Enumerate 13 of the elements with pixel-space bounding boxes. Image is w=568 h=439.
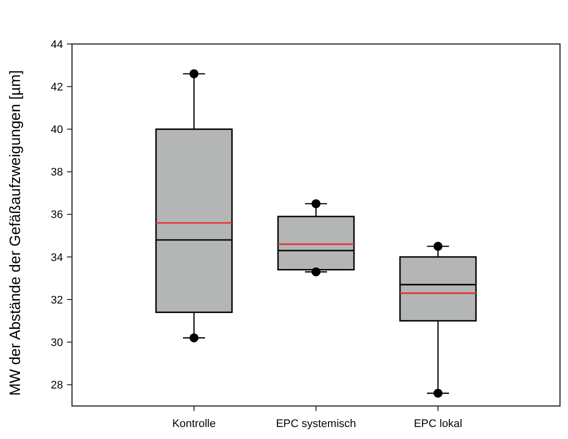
x-tick-label: EPC lokal <box>414 418 462 430</box>
y-tick-label: 40 <box>50 124 63 136</box>
y-tick-label: 36 <box>50 209 63 222</box>
y-tick-label: 32 <box>50 294 63 306</box>
y-tick-label: 44 <box>50 38 63 51</box>
y-tick-label: 38 <box>50 166 63 179</box>
x-tick-label: EPC systemisch <box>276 418 356 430</box>
y-axis-title: MW der Abstände der Gefäßaufzweigungen [µm] <box>7 70 24 396</box>
y-tick-label: 28 <box>50 380 63 392</box>
y-tick-label: 42 <box>50 81 63 94</box>
x-tick-label: Kontrolle <box>172 418 216 430</box>
y-tick-label: 34 <box>50 252 63 264</box>
y-tick-label: 30 <box>50 336 63 349</box>
